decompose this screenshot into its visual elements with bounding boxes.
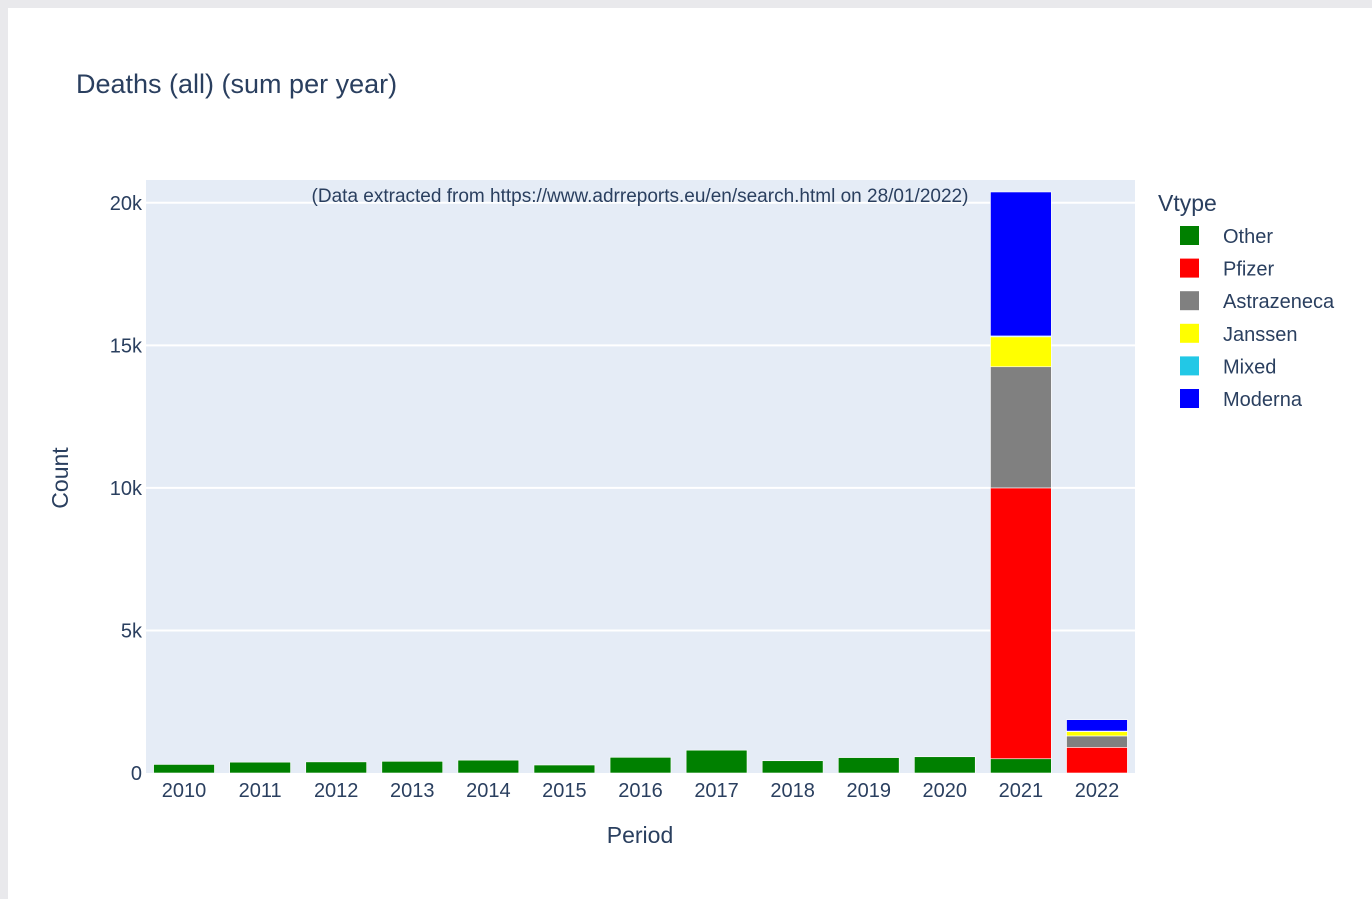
- bar-other-2011[interactable]: [229, 761, 291, 774]
- chart-title: Deaths (all) (sum per year): [76, 69, 397, 99]
- plot-area: [146, 180, 1135, 773]
- legend-item-other[interactable]: Other: [1180, 226, 1273, 248]
- stacked-bar-chart: Deaths (all) (sum per year) 0 5k 10k 15k 20k…: [47, 69, 1335, 848]
- x-axis-title: Period: [607, 822, 673, 848]
- x-tick-label: 2015: [542, 780, 587, 802]
- legend-swatch: [1180, 323, 1199, 343]
- y-axis-ticks: 0 5k 10k 15k 20k: [110, 193, 143, 785]
- legend-label: Pfizer: [1223, 259, 1274, 281]
- legend-label: Moderna: [1223, 389, 1303, 411]
- legend-title: Vtype: [1158, 190, 1217, 216]
- x-tick-label: 2021: [999, 780, 1044, 802]
- x-axis-ticks: 2010 2011 2012 2013 2014 2015 2016 2017 2018 2019…: [162, 780, 1119, 802]
- legend-item-moderna[interactable]: Moderna: [1180, 389, 1303, 411]
- x-tick-label: 2013: [390, 780, 435, 802]
- bar-astrazeneca-2021[interactable]: [990, 366, 1052, 489]
- x-tick-label: 2017: [694, 780, 739, 802]
- bar-janssen-2022[interactable]: [1066, 731, 1128, 737]
- bar-other-2013[interactable]: [381, 761, 444, 774]
- legend-label: Mixed: [1223, 356, 1276, 378]
- x-tick-label: 2018: [770, 780, 815, 802]
- y-tick-label: 0: [131, 763, 142, 785]
- x-tick-label: 2014: [466, 780, 511, 802]
- bar-janssen-2021[interactable]: [990, 336, 1052, 368]
- legend-item-astrazeneca[interactable]: Astrazeneca: [1180, 291, 1335, 313]
- bar-other-2019[interactable]: [837, 757, 900, 774]
- legend[interactable]: Other Pfizer Astrazeneca Janssen Mixed Modern…: [1180, 226, 1335, 411]
- bar-other-2012[interactable]: [305, 761, 367, 774]
- y-tick-label: 20k: [110, 193, 143, 215]
- legend-item-mixed[interactable]: Mixed: [1180, 356, 1276, 378]
- bar-other-2016[interactable]: [609, 757, 672, 774]
- legend-swatch: [1180, 291, 1199, 311]
- bar-other-2020[interactable]: [914, 756, 976, 774]
- x-tick-label: 2016: [618, 780, 663, 802]
- bar-other-2021[interactable]: [990, 758, 1052, 774]
- legend-swatch: [1180, 226, 1199, 245]
- legend-item-pfizer[interactable]: Pfizer: [1180, 258, 1274, 281]
- bar-moderna-2021[interactable]: [990, 191, 1052, 337]
- bar-other-2010[interactable]: [153, 764, 215, 774]
- y-tick-label: 10k: [110, 478, 143, 500]
- source-annotation: (Data extracted from https://www.adrrepo…: [312, 186, 969, 207]
- y-axis-title: Count: [47, 447, 73, 509]
- bars: [153, 191, 1128, 774]
- bar-pfizer-2021[interactable]: [990, 487, 1052, 760]
- bar-other-2017[interactable]: [685, 749, 748, 774]
- bar-other-2015[interactable]: [533, 764, 596, 774]
- x-tick-label: 2022: [1075, 780, 1120, 802]
- bar-other-2014[interactable]: [457, 759, 520, 774]
- y-tick-label: 15k: [110, 335, 143, 357]
- bar-astrazeneca-2022[interactable]: [1066, 735, 1128, 748]
- legend-label: Other: [1223, 226, 1273, 248]
- bar-pfizer-2022[interactable]: [1066, 747, 1128, 774]
- x-tick-label: 2019: [846, 780, 891, 802]
- x-tick-label: 2020: [923, 780, 968, 802]
- chart-card: Deaths (all) (sum per year) 0 5k 10k 15k 20k…: [8, 8, 1372, 899]
- legend-label: Astrazeneca: [1223, 291, 1335, 313]
- x-tick-label: 2010: [162, 780, 207, 802]
- x-tick-label: 2011: [239, 780, 282, 802]
- legend-swatch: [1180, 258, 1199, 278]
- bar-other-2018[interactable]: [761, 760, 824, 774]
- bar-moderna-2022[interactable]: [1066, 719, 1128, 732]
- legend-swatch: [1180, 389, 1199, 408]
- y-tick-label: 5k: [121, 620, 143, 642]
- x-tick-label: 2012: [314, 780, 359, 802]
- legend-label: Janssen: [1223, 324, 1298, 346]
- gridlines: [146, 201, 1135, 632]
- legend-item-janssen[interactable]: Janssen: [1180, 323, 1298, 346]
- legend-swatch: [1180, 356, 1199, 376]
